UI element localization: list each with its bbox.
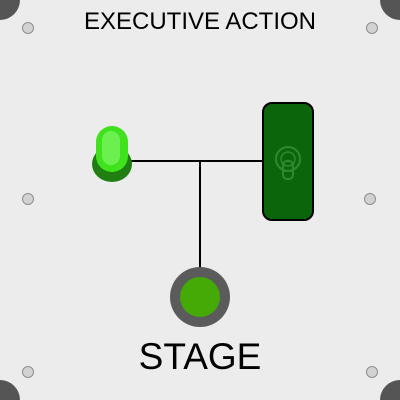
screw-icon [22,22,34,34]
stage-button[interactable] [170,267,230,327]
screw-icon [22,193,34,205]
indicator-light-lens [96,126,128,172]
screw-icon [366,22,378,34]
panel-title: EXECUTIVE ACTION [83,8,317,35]
toggle-lever-icon [275,146,301,180]
screw-icon [22,366,34,378]
screw-icon [364,193,376,205]
stage-button-face[interactable] [180,277,220,317]
toggle-switch[interactable] [262,102,314,221]
panel-corner-bottom-left [0,380,20,400]
panel-corner-bottom-right [380,380,400,400]
wire-vertical [199,160,201,268]
stage-label: STAGE [138,336,262,377]
screw-icon [366,366,378,378]
wire-horizontal [112,160,264,162]
